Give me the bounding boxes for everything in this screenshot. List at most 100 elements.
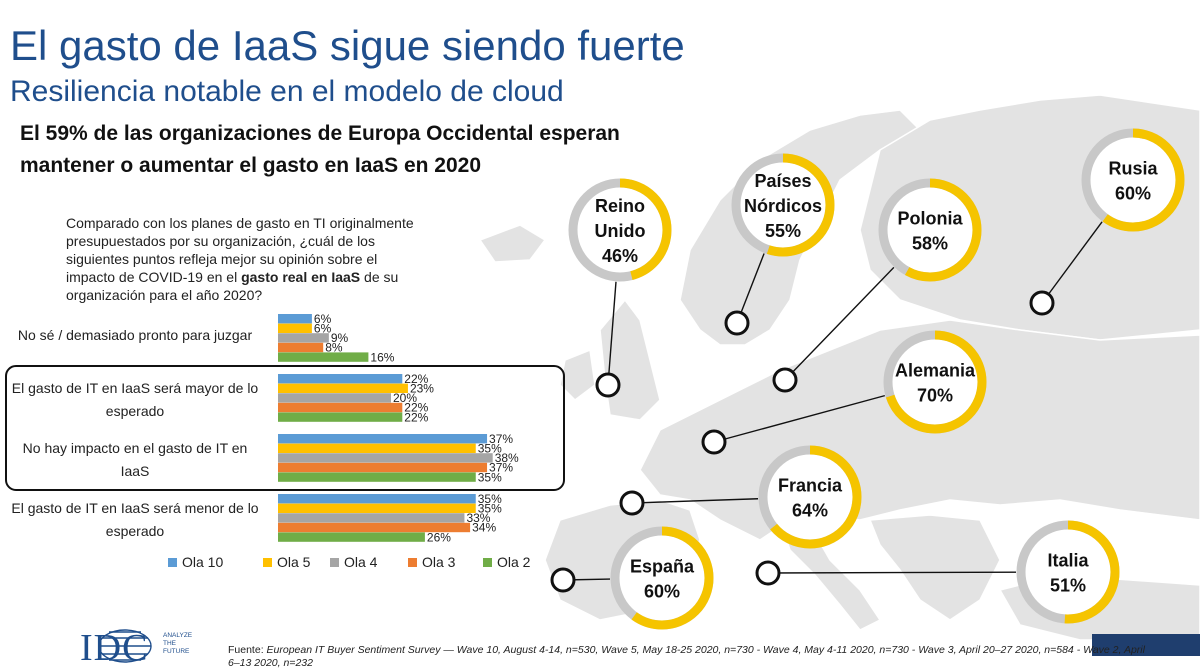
legend-swatch	[330, 558, 339, 567]
legend-label: Ola 3	[422, 554, 456, 570]
region-name: Polonia	[897, 209, 963, 229]
survey-question: Comparado con los planes de gasto en TI …	[66, 214, 416, 304]
ring-progress	[878, 178, 982, 282]
category-label: El gasto de IT en IaaS será mayor de lo	[12, 380, 259, 396]
bar	[278, 412, 403, 422]
data-label: 37%	[489, 461, 513, 475]
connector-line	[713, 394, 885, 443]
ring-progress	[568, 178, 672, 282]
region-name: Francia	[778, 476, 843, 496]
legend-swatch	[483, 558, 492, 567]
data-label: 22%	[404, 410, 428, 424]
connector-line	[1041, 221, 1103, 304]
data-label: 34%	[472, 521, 496, 535]
region-name: España	[630, 557, 695, 577]
location-marker	[619, 490, 645, 516]
location-marker	[550, 567, 576, 593]
region-value: 58%	[912, 234, 948, 254]
footer-prefix: Fuente:	[228, 644, 267, 656]
bar	[278, 393, 391, 403]
connector-line	[784, 266, 895, 381]
bar	[278, 383, 408, 393]
bar	[278, 522, 471, 533]
category-label: esperado	[106, 403, 165, 419]
ring-progress	[758, 445, 862, 549]
data-label: 35%	[478, 492, 502, 506]
bar	[278, 333, 329, 343]
region-name: Reino	[595, 196, 645, 216]
location-marker	[724, 310, 750, 336]
data-label: 35%	[478, 502, 502, 516]
region-value: 60%	[644, 582, 680, 602]
ring-progress	[1081, 128, 1185, 232]
bar	[278, 314, 312, 324]
region-name: Italia	[1047, 551, 1089, 571]
bar	[278, 323, 312, 333]
ring-progress	[610, 526, 714, 630]
location-marker	[755, 560, 781, 586]
connector-line	[767, 571, 1017, 574]
data-label: 33%	[466, 511, 490, 525]
logo-tagline: ANALYZE THE FUTURE	[163, 632, 203, 656]
highlight-box	[5, 365, 565, 491]
footer-accent-bar	[1092, 634, 1200, 656]
page-title: El gasto de IaaS sigue siendo fuerte	[10, 22, 685, 69]
data-label: 23%	[410, 382, 434, 396]
data-label: 22%	[404, 401, 428, 415]
category-label: El gasto de IT en IaaS será menor de lo	[11, 500, 258, 516]
footer-text: European IT Buyer Sentiment Survey — Wav…	[228, 644, 1145, 669]
location-marker	[1029, 290, 1055, 316]
data-label: 6%	[314, 322, 332, 336]
region-value: 51%	[1050, 576, 1086, 596]
region-name: Alemania	[895, 361, 976, 381]
bar	[278, 434, 488, 444]
tagline-line: FUTURE	[163, 648, 190, 655]
legend-label: Ola 2	[497, 554, 531, 570]
source-footnote: Fuente: European IT Buyer Sentiment Surv…	[228, 644, 1158, 670]
question-bold: gasto real en IaaS	[241, 269, 361, 285]
location-marker	[595, 372, 621, 398]
data-label: 8%	[325, 341, 343, 355]
region-name: Unido	[595, 221, 646, 241]
bar	[278, 462, 488, 473]
data-label: 26%	[427, 530, 451, 544]
data-label: 38%	[495, 451, 519, 465]
data-label: 16%	[370, 350, 394, 364]
legend-swatch	[408, 558, 417, 567]
legend-swatch	[168, 558, 177, 567]
bar	[278, 503, 476, 513]
tagline-line: ANALYZE	[163, 632, 193, 639]
region-value: 46%	[602, 246, 638, 266]
data-label: 6%	[314, 312, 332, 326]
region-name: Rusia	[1108, 159, 1158, 179]
legend-label: Ola 10	[182, 554, 223, 570]
category-label: No sé / demasiado pronto para juzgar	[18, 327, 253, 343]
bar	[278, 352, 369, 362]
region-name: Países	[754, 171, 811, 191]
category-label: esperado	[106, 523, 165, 539]
ring-progress	[883, 330, 987, 434]
idc-logo: IDC	[80, 627, 149, 669]
bar	[278, 453, 493, 463]
bar	[278, 402, 403, 413]
region-name: Nórdicos	[744, 196, 822, 216]
data-label: 22%	[404, 372, 428, 386]
legend-swatch	[263, 558, 272, 567]
region-value: 60%	[1115, 184, 1151, 204]
region-value: 55%	[765, 221, 801, 241]
category-label: IaaS	[121, 463, 150, 479]
bar	[278, 494, 476, 504]
data-label: 9%	[331, 331, 349, 345]
page-subtitle: Resiliencia notable en el modelo de clou…	[10, 75, 564, 108]
data-label: 37%	[489, 432, 513, 446]
question-tail: de su organización para el año 2020?	[66, 269, 399, 303]
headline: El 59% de las organizaciones de Europa O…	[20, 122, 620, 177]
location-marker	[701, 429, 727, 455]
region-value: 70%	[917, 386, 953, 406]
question-text: Comparado con los planes de gasto en TI …	[66, 215, 414, 285]
data-label: 20%	[393, 391, 417, 405]
bar	[278, 342, 324, 353]
data-label: 35%	[478, 442, 502, 456]
ring-progress	[731, 153, 835, 257]
